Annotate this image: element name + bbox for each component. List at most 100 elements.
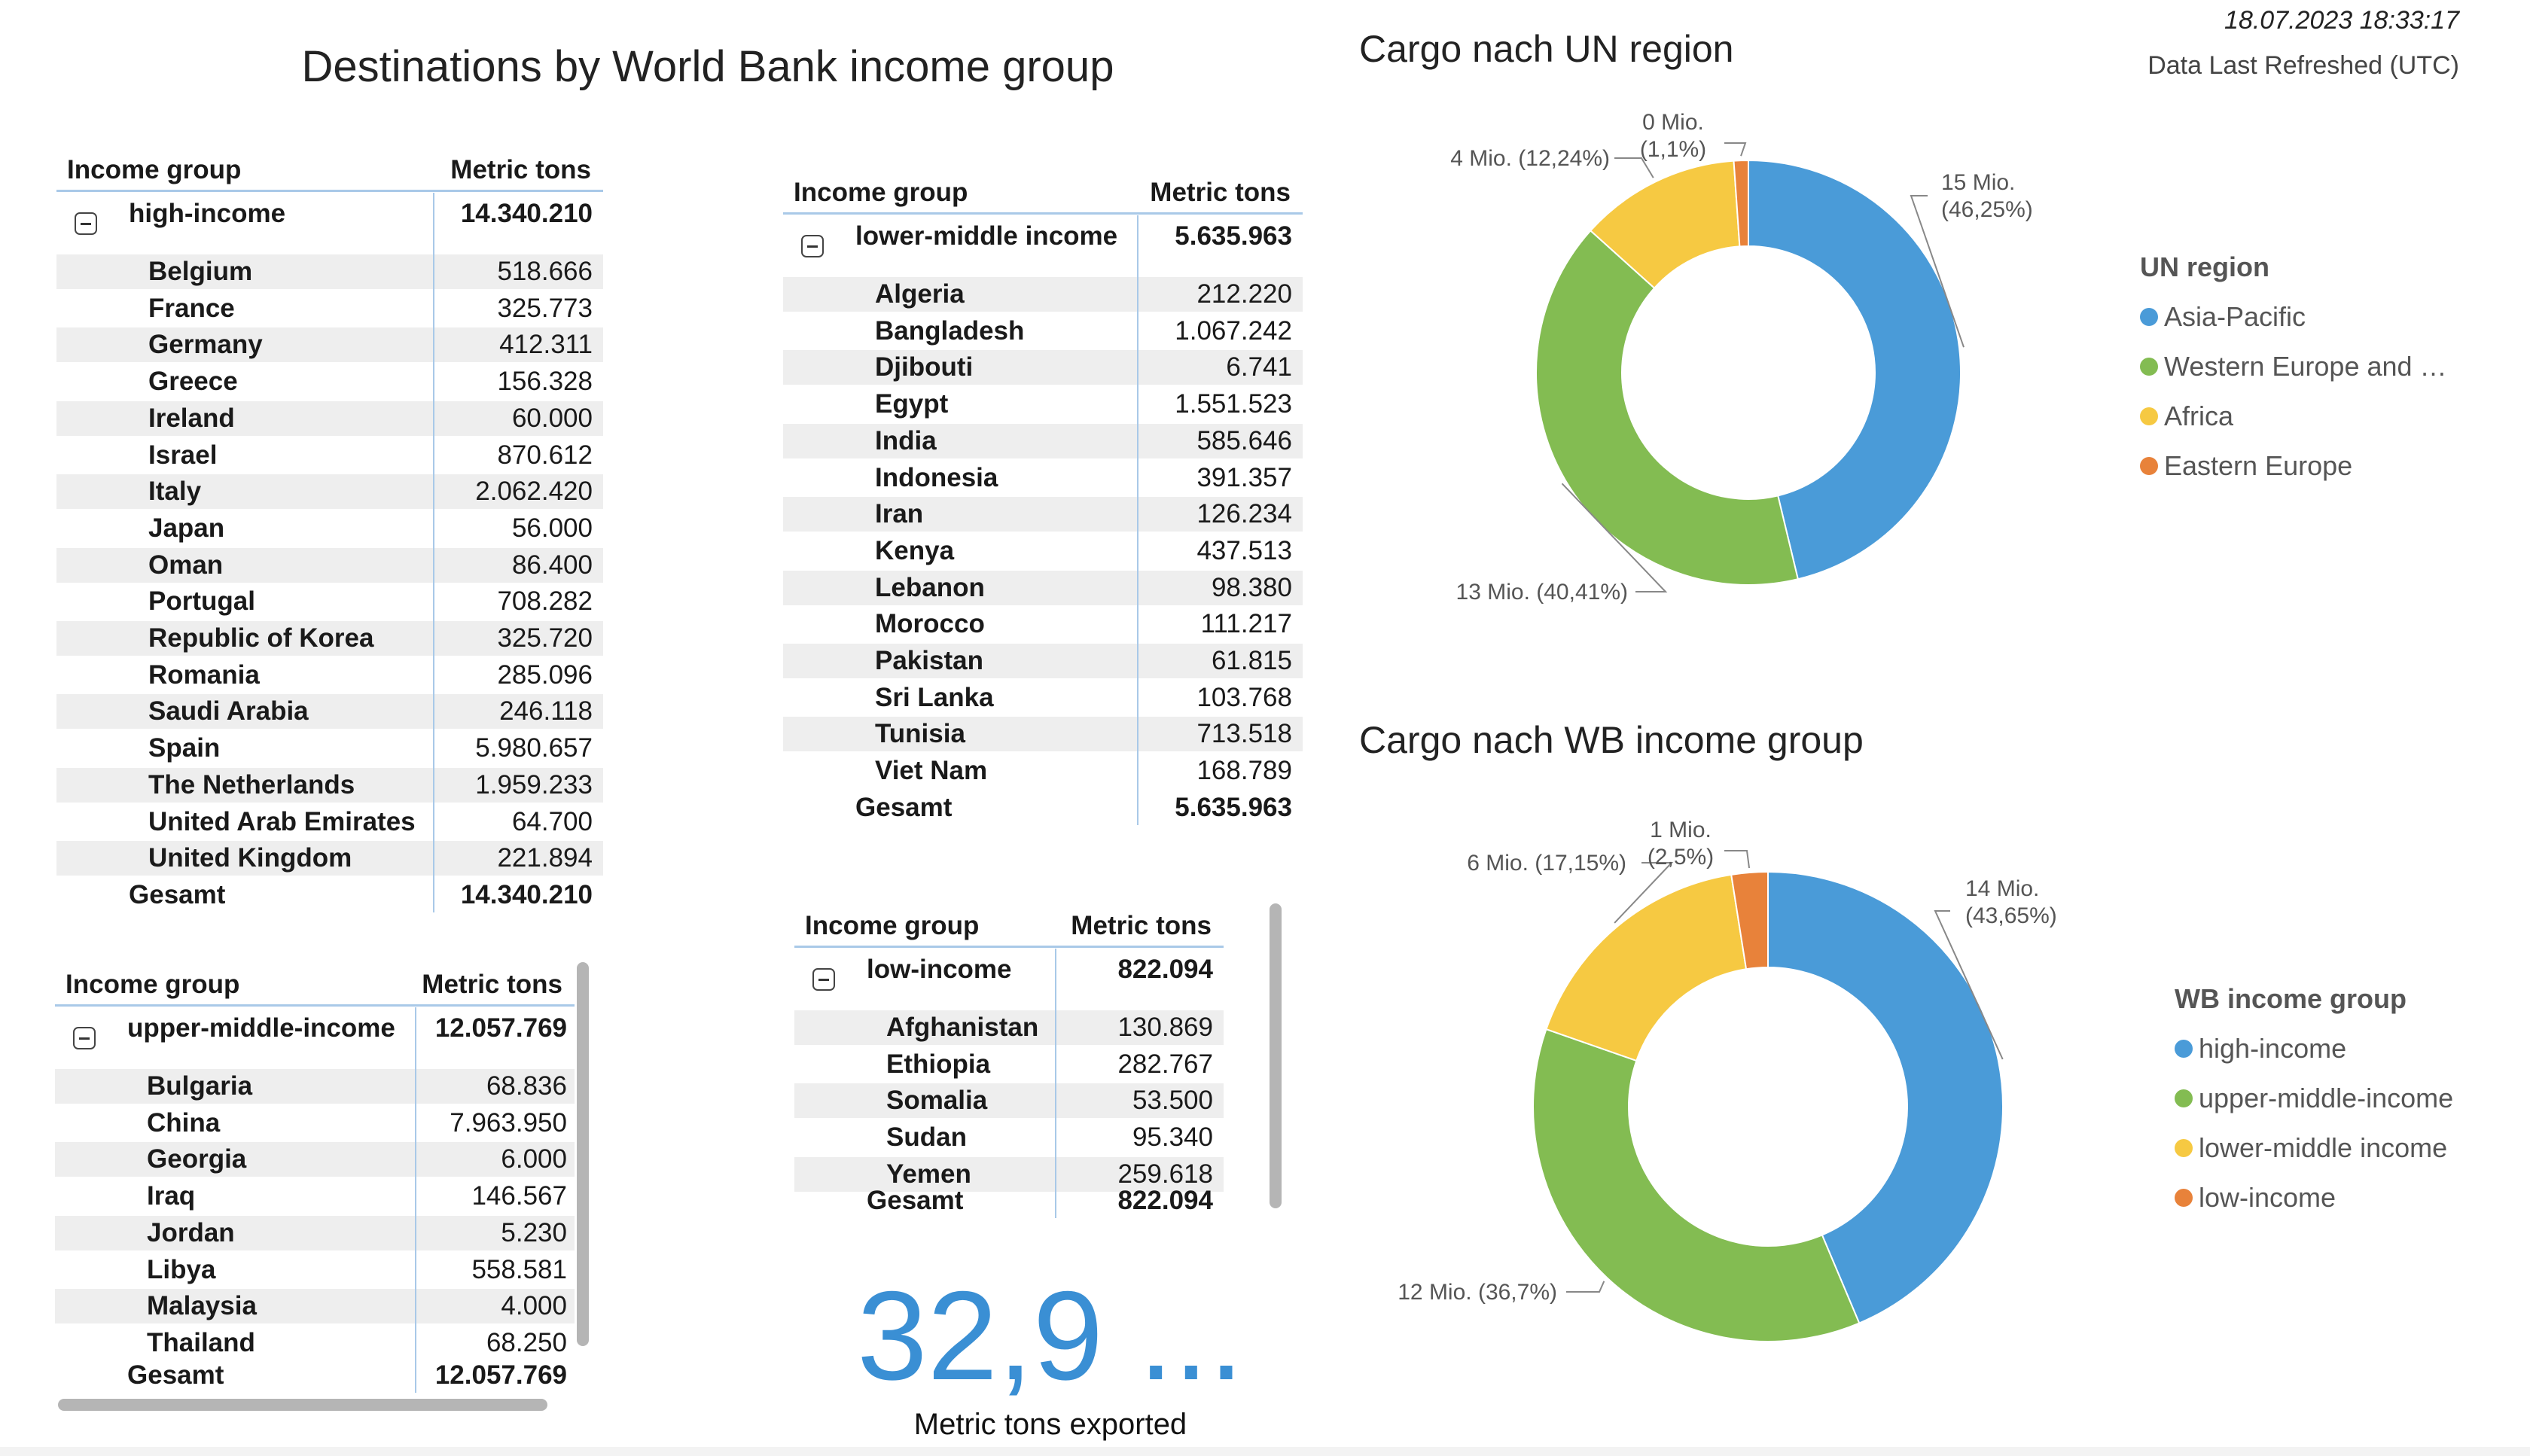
data-label: 0 Mio. (1,1%) [1640, 110, 1706, 162]
metric-tons-value: 1.551.523 [1175, 389, 1292, 419]
column-header-income-group: Income group [66, 970, 240, 999]
metric-tons-value: 5.230 [501, 1217, 567, 1247]
donut-slice-asia-pacific[interactable] [1748, 159, 1962, 580]
group-row: low-income 822.094 [794, 955, 1224, 1007]
country-name: Spain [148, 733, 221, 763]
chart-un-region-legend: UN region Asia-Pacific Western Europe and … [2140, 251, 2447, 482]
donut-slice-eastern-europe[interactable] [1733, 159, 1749, 248]
legend-item-high-income[interactable]: high-income [2175, 1033, 2453, 1065]
metric-tons-value: 585.646 [1196, 425, 1292, 455]
group-total-value: 822.094 [1117, 955, 1213, 984]
table-low-income: Income group Metric tons low-income 822.094… [794, 888, 1224, 1220]
header-divider [56, 190, 603, 192]
country-name: Sudan [886, 1122, 967, 1153]
country-name: Algeria [875, 279, 965, 309]
donut-slice-low-income[interactable] [1730, 870, 1769, 970]
group-total-value: 5.635.963 [1175, 221, 1292, 251]
donut-slice-western-europe-and[interactable] [1535, 229, 1800, 586]
donut-slice-high-income[interactable] [1767, 870, 2004, 1324]
country-name: Yemen [886, 1159, 971, 1189]
legend-item-label: Western Europe and … [2164, 351, 2447, 382]
country-name: Thailand [147, 1327, 255, 1357]
legend-item-low-income[interactable]: low-income [2175, 1182, 2453, 1214]
kpi-total-value: 32,9 ... [857, 1265, 1244, 1406]
legend-item-western-europe-and[interactable]: Western Europe and … [2140, 351, 2447, 382]
metric-tons-value: 64.700 [511, 806, 593, 836]
metric-tons-value: 6.741 [1226, 352, 1292, 382]
group-name: low-income [867, 955, 1012, 984]
header-divider [783, 212, 1303, 215]
collapse-minus-icon[interactable] [812, 968, 835, 991]
table-row: Israel 870.612 [56, 438, 603, 473]
donut-slice-upper-middle-income[interactable] [1532, 1028, 1861, 1342]
table-row: United Kingdom 221.894 [56, 841, 603, 876]
header-divider [794, 946, 1224, 948]
data-label-value: 15 Mio. [1941, 170, 2015, 195]
country-name: Afghanistan [886, 1013, 1039, 1042]
metric-tons-value: 103.768 [1196, 682, 1292, 712]
legend-item-upper-middle-income[interactable]: upper-middle-income [2175, 1083, 2453, 1114]
group-row: upper-middle-income 12.057.769 [55, 1013, 575, 1066]
metric-tons-value: 518.666 [497, 257, 593, 286]
metric-tons-value: 708.282 [497, 586, 593, 617]
label-leader-line [1614, 862, 1674, 924]
collapse-minus-icon[interactable] [75, 212, 97, 235]
country-name: Kenya [875, 535, 955, 565]
table-row: Georgia 6.000 [55, 1142, 575, 1177]
legend-item-label: low-income [2199, 1182, 2336, 1213]
metric-tons-value: 168.789 [1196, 756, 1292, 786]
legend-title: UN region [2140, 251, 2270, 282]
label-leader-line [1934, 910, 2004, 1060]
collapse-minus-icon[interactable] [73, 1027, 96, 1049]
metric-tons-value: 95.340 [1132, 1122, 1213, 1153]
data-label: 14 Mio. (43,65%) [1965, 876, 2057, 928]
data-label-value: 0 Mio. [1642, 110, 1704, 135]
total-label: Gesamt [129, 879, 226, 909]
data-label: 15 Mio. (46,25%) [1941, 170, 2033, 222]
metric-tons-value: 870.612 [497, 440, 593, 470]
legend-item-eastern-europe[interactable]: Eastern Europe [2140, 450, 2447, 482]
total-value: 14.340.210 [460, 879, 593, 909]
table-row: Ethiopia 282.767 [794, 1047, 1224, 1082]
legend-item-lower-middle-income[interactable]: lower-middle income [2175, 1132, 2453, 1164]
table-low-scrollbar-vertical[interactable] [1270, 903, 1282, 1208]
table-upper-scrollbar-vertical[interactable] [577, 962, 589, 1346]
chart-wb-income-donut: 14 Mio. (43,65%) 12 Mio. (36,7%) 6 Mio. (17… [1398, 818, 2057, 1342]
table-row: Iran 126.234 [783, 497, 1303, 532]
legend-item-asia-pacific[interactable]: Asia-Pacific [2140, 301, 2447, 333]
metric-tons-value: 558.581 [471, 1254, 567, 1284]
metric-tons-value: 68.250 [486, 1327, 567, 1357]
metric-tons-value: 98.380 [1211, 572, 1292, 602]
country-name: Bulgaria [147, 1071, 253, 1101]
table-row: Sri Lanka 103.768 [783, 681, 1303, 715]
donut-slice-lower-middle-income[interactable] [1545, 873, 1748, 1062]
total-value: 5.635.963 [1175, 792, 1292, 822]
legend-item-africa[interactable]: Africa [2140, 401, 2447, 432]
column-divider [1137, 215, 1138, 825]
table-row: Republic of Korea 325.720 [56, 621, 603, 656]
label-leader-line [1910, 195, 1965, 348]
collapse-minus-icon[interactable] [801, 235, 824, 257]
country-name: Saudi Arabia [148, 696, 309, 726]
table-upper-scrollbar-horizontal[interactable] [58, 1399, 547, 1411]
country-name: Lebanon [875, 572, 985, 602]
country-name: The Netherlands [148, 769, 355, 800]
table-lower-middle-income: Income group Metric tons lower-middle inco… [783, 155, 1303, 833]
metric-tons-value: 713.518 [1196, 719, 1292, 749]
group-name: lower-middle income [855, 221, 1118, 251]
metric-tons-value: 437.513 [1196, 535, 1292, 565]
country-name: Egypt [875, 389, 949, 419]
table-row: The Netherlands 1.959.233 [56, 767, 603, 803]
legend-dot-icon [2140, 308, 2158, 326]
country-name: United Kingdom [148, 843, 352, 873]
total-value: 822.094 [1117, 1185, 1213, 1215]
data-label: 12 Mio. (36,7%) [1398, 1280, 1557, 1305]
table-row: Tunisia 713.518 [783, 717, 1303, 752]
column-header-income-group: Income group [794, 178, 968, 207]
country-name: Oman [148, 550, 224, 580]
table-row: Afghanistan 130.869 [794, 1010, 1224, 1045]
table-row: Morocco 111.217 [783, 607, 1303, 641]
metric-tons-value: 60.000 [511, 403, 593, 433]
data-label: 13 Mio. (40,41%) [1456, 580, 1628, 605]
table-row: Malaysia 4.000 [55, 1289, 575, 1324]
